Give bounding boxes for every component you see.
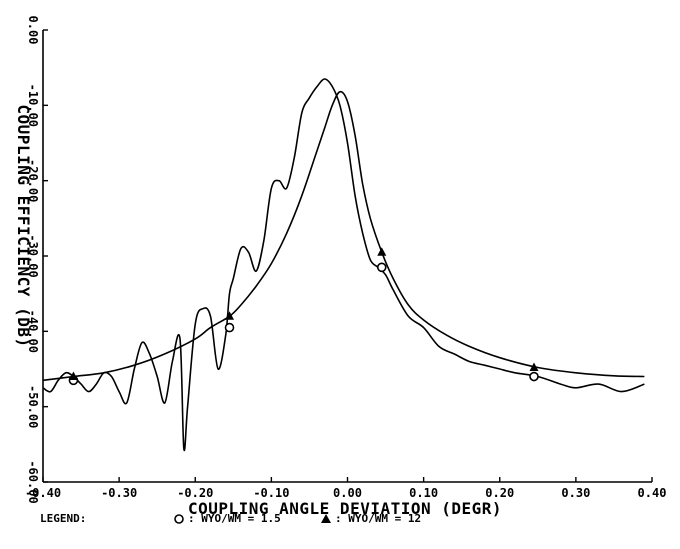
y-tick-label: 0.00 <box>26 16 40 45</box>
x-tick-label: 0.30 <box>561 486 590 500</box>
triangle-marker <box>377 247 387 256</box>
circle-marker-icon <box>174 514 184 524</box>
y-axis-title: COUPLING EFFICIENCY (DB) <box>14 104 33 347</box>
x-tick-label: 0.20 <box>485 486 514 500</box>
y-tick-label: -20.00 <box>26 159 40 202</box>
series-line-1 <box>42 78 645 452</box>
axes <box>42 30 652 483</box>
x-tick-label: -0.20 <box>177 486 213 500</box>
triangle-marker <box>68 371 78 381</box>
x-tick-label: -0.10 <box>253 486 289 500</box>
x-ticks: -0.40 -0.30 -0.20 -0.10 0.00 0.10 0.20 0.30 0.40 <box>25 477 667 500</box>
circle-marker <box>529 371 539 382</box>
triangle-marker-icon <box>321 514 331 523</box>
y-tick-label: -10.00 <box>26 84 40 127</box>
y-tick-label: -40.00 <box>26 310 40 353</box>
series-line-2 <box>42 90 645 382</box>
legend-entry-1: : WYO/WM = 1.5 <box>188 512 281 525</box>
series-lines <box>42 78 645 452</box>
x-tick-label: -0.40 <box>25 486 61 500</box>
circle-marker <box>224 322 235 333</box>
series-markers <box>68 247 539 386</box>
circle-marker <box>376 262 387 273</box>
y-tick-label: -30.00 <box>26 234 40 277</box>
y-ticks: 0.00 -10.00 -20.00 -30.00 -40.00 -50.00 -60.00 <box>26 16 48 504</box>
x-tick-label: 0.10 <box>409 486 438 500</box>
x-tick-label: 0.40 <box>638 486 667 500</box>
y-tick-label: -60.00 <box>26 460 40 503</box>
triangle-marker <box>529 362 539 371</box>
legend-title: LEGEND: <box>40 512 87 525</box>
triangle-marker <box>225 311 235 320</box>
x-tick-label: -0.30 <box>101 486 137 500</box>
x-tick-label: 0.00 <box>333 486 362 500</box>
y-tick-label: -50.00 <box>26 385 40 428</box>
x-axis-title: COUPLING ANGLE DEVIATION (DEGR) <box>188 499 502 518</box>
legend-entry-2: : WYO/WM = 12 <box>335 512 422 525</box>
